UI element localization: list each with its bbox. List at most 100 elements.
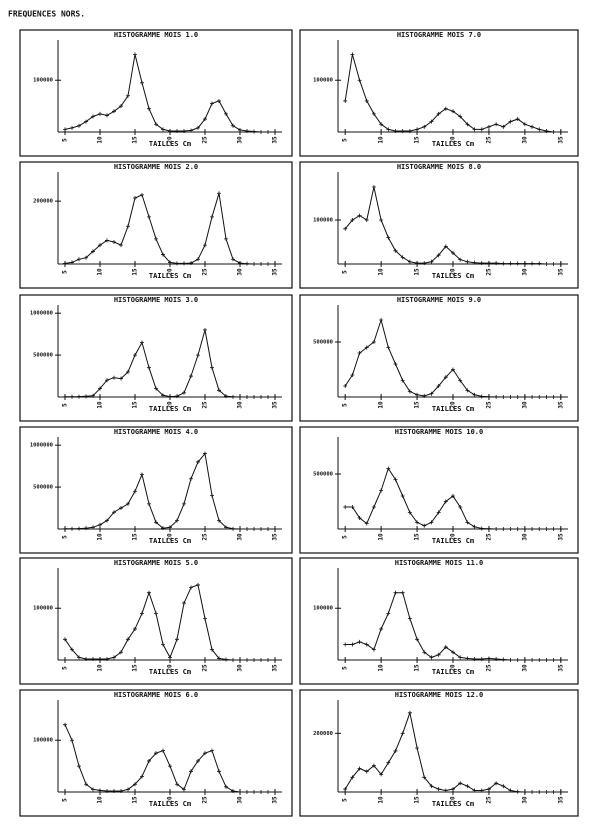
data-point (77, 655, 81, 660)
data-point (238, 527, 242, 531)
x-tick-label: 15 (414, 796, 421, 804)
data-point (508, 119, 513, 124)
data-point (486, 787, 491, 792)
data-point (508, 395, 513, 399)
data-point (112, 788, 116, 793)
data-point (126, 224, 130, 229)
x-tick-label: 25 (202, 796, 209, 804)
x-tick-label: 15 (132, 796, 139, 804)
data-point (273, 790, 277, 794)
x-tick-label: 10 (97, 268, 104, 276)
data-point (443, 375, 448, 380)
data-point (343, 787, 348, 792)
data-point (379, 122, 384, 127)
x-tick-label: 30 (237, 268, 244, 276)
data-point (537, 527, 542, 531)
data-point (245, 790, 249, 794)
x-tick-label: 10 (378, 664, 385, 672)
data-point (168, 394, 172, 399)
data-point (458, 505, 463, 509)
data-point (501, 395, 506, 399)
data-point (245, 658, 249, 662)
data-point (203, 117, 207, 122)
data-point (451, 251, 455, 255)
data-point (422, 523, 427, 528)
data-point (407, 616, 412, 621)
data-point (203, 327, 207, 332)
chart-panel: HISTOGRAMME MOIS 2.0 5 10 15 20 25 30 35 200000 T… (19, 161, 293, 289)
data-point (357, 766, 362, 771)
x-tick-label: 5 (342, 138, 349, 142)
data-point (63, 722, 67, 727)
data-point (266, 790, 270, 794)
x-axis-label: TAILLES Cm (432, 140, 474, 148)
x-tick-label: 5 (62, 403, 69, 407)
x-tick-label: 30 (521, 533, 528, 541)
data-point (175, 782, 179, 787)
x-axis-label: TAILLES Cm (149, 140, 191, 148)
data-point (429, 259, 434, 264)
x-tick-label: 30 (237, 401, 244, 409)
data-point (558, 790, 563, 794)
data-point (479, 656, 484, 661)
data-point (465, 259, 470, 264)
x-axis-label: TAILLES Cm (432, 800, 474, 808)
x-tick-label: 25 (202, 401, 209, 409)
data-point (530, 395, 535, 399)
data-point (501, 784, 506, 789)
data-point (175, 261, 179, 266)
data-point (544, 262, 549, 266)
data-point (379, 772, 384, 777)
x-tick-label: 5 (62, 535, 69, 539)
chart-title: HISTOGRAMME MOIS 1.0 (114, 31, 198, 39)
data-point (429, 119, 434, 124)
data-point (252, 395, 256, 399)
y-tick-label: 100000 (313, 218, 333, 224)
y-tick-label: 200000 (33, 199, 53, 205)
x-tick-label: 10 (378, 533, 385, 541)
data-point (486, 656, 491, 661)
data-point (231, 788, 235, 793)
data-point (407, 259, 412, 264)
data-point (522, 790, 527, 794)
chart-panel: HISTOGRAMME MOIS 4.0 5 10 15 20 25 30 35 500000 1… (19, 426, 293, 554)
data-point (175, 518, 179, 523)
data-point (436, 253, 441, 258)
chart-title: HISTOGRAMME MOIS 4.0 (114, 428, 198, 436)
x-tick-label: 20 (167, 796, 174, 804)
data-point (217, 98, 221, 103)
data-point (203, 243, 207, 248)
data-point (77, 526, 81, 531)
chart-title: HISTOGRAMME MOIS 12.0 (395, 691, 484, 699)
data-point (91, 787, 95, 792)
data-point (98, 111, 102, 116)
data-point (522, 395, 527, 399)
panel-border (19, 294, 293, 422)
data-point (84, 526, 88, 531)
data-point (126, 93, 130, 98)
data-point (393, 590, 398, 595)
x-tick-label: 5 (342, 798, 349, 802)
data-point (168, 655, 172, 660)
panel-border (19, 426, 293, 554)
data-point (415, 392, 420, 397)
data-point (140, 192, 144, 197)
chart-title: HISTOGRAMME MOIS 7.0 (397, 31, 481, 39)
data-point (84, 119, 88, 124)
data-point (343, 505, 348, 509)
data-point (551, 395, 556, 399)
chart-title: HISTOGRAMME MOIS 6.0 (114, 691, 198, 699)
data-point (371, 111, 376, 116)
data-point (537, 790, 542, 794)
data-point (105, 378, 109, 383)
data-point (84, 255, 88, 260)
y-tick-label: 500000 (313, 472, 333, 478)
x-tick-label: 15 (414, 268, 421, 276)
panel-border (299, 29, 579, 157)
x-tick-label: 15 (132, 664, 139, 672)
data-point (147, 501, 151, 506)
data-point (429, 520, 434, 525)
data-point (343, 98, 348, 103)
data-point (472, 524, 477, 529)
